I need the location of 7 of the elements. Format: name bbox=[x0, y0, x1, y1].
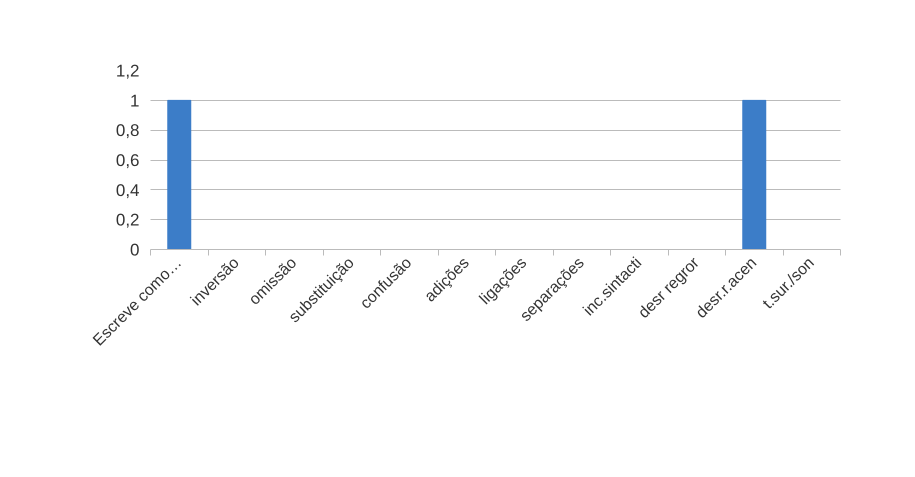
y-tick-label: 1,2 bbox=[116, 62, 140, 80]
y-tick-label: 0,8 bbox=[116, 121, 140, 140]
y-tick-label: 1 bbox=[130, 91, 140, 110]
y-tick-label: 0 bbox=[130, 240, 140, 260]
y-tick-label: 0,6 bbox=[116, 151, 140, 170]
y-tick-label: 0,2 bbox=[116, 210, 140, 230]
y-tick-label: 0,4 bbox=[116, 180, 140, 200]
